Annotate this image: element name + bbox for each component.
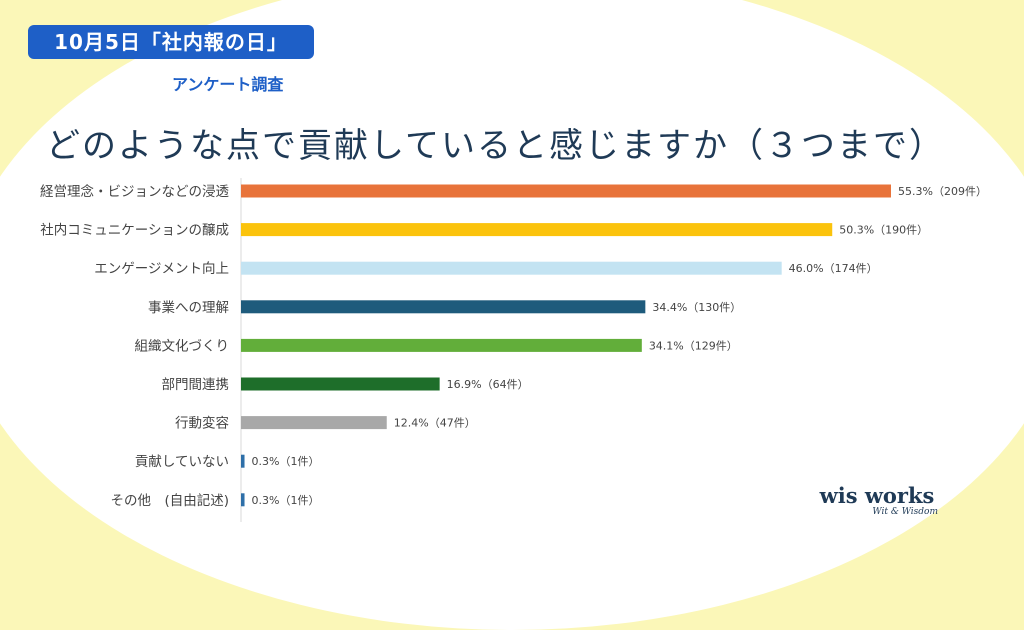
bar <box>241 493 245 507</box>
data-label: 50.3%（190件） <box>839 224 928 237</box>
bar <box>241 338 642 352</box>
bar <box>241 377 440 391</box>
category-label: その他 (自由記述) <box>110 492 229 509</box>
bar-chart: 経営理念・ビジョンなどの浸透 55.3%（209件） 社内コミュニケーションの醸成 5… <box>40 178 987 522</box>
bar <box>241 223 833 237</box>
bar <box>241 416 387 430</box>
survey-subtitle: アンケート調査 <box>172 75 284 94</box>
category-label: 経営理念・ビジョンなどの浸透 <box>40 183 229 200</box>
category-label: 事業への理解 <box>148 300 229 316</box>
bar <box>241 300 646 314</box>
category-label: 社内コミュニケーションの醸成 <box>40 223 229 239</box>
category-label: 部門間連携 <box>162 377 230 393</box>
bar <box>241 454 245 468</box>
data-label: 16.9%（64件） <box>447 378 529 391</box>
category-label: 行動変容 <box>175 415 229 432</box>
data-label: 12.4%（47件） <box>394 417 476 430</box>
logo-tagline: Wit & Wisdom <box>872 507 938 517</box>
data-label: 46.0%（174件） <box>789 262 878 275</box>
bar <box>241 261 782 275</box>
category-label: 組織文化づくり <box>135 338 230 354</box>
data-label: 55.3%（209件） <box>898 185 987 198</box>
category-label: 貢献していない <box>135 454 229 470</box>
bar <box>241 184 891 198</box>
data-label: 0.3%（1件） <box>252 455 320 468</box>
category-label: エンゲージメント向上 <box>94 261 229 277</box>
logo-text: wis works <box>819 483 935 508</box>
data-label: 34.1%（129件） <box>649 339 738 352</box>
data-label: 0.3%（1件） <box>252 494 320 507</box>
date-badge: 10月5日「社内報の日」 <box>28 25 314 59</box>
company-logo: wis works Wit & Wisdom <box>816 483 938 518</box>
data-label: 34.4%（130件） <box>652 301 741 314</box>
chart-title: どのような点で貢献していると感じますか（３つまで） <box>46 126 945 166</box>
